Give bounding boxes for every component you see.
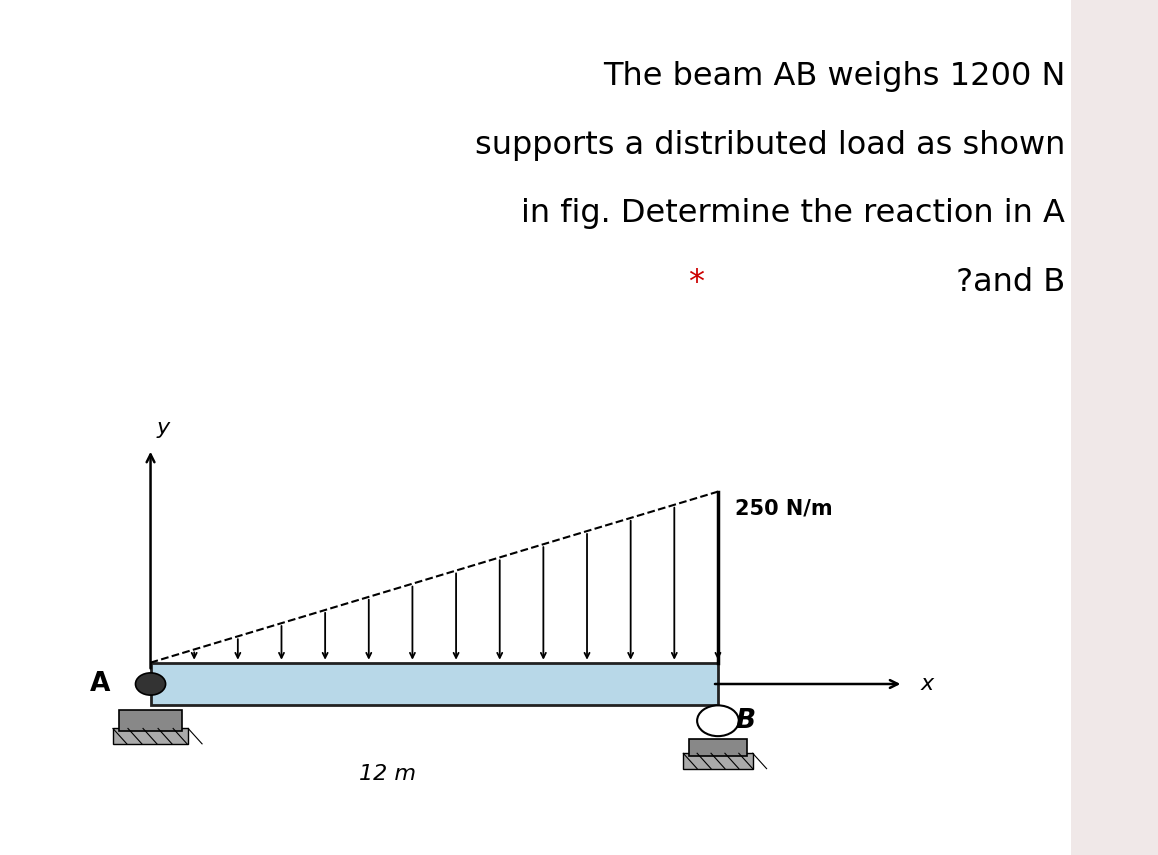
Bar [151,663,718,705]
Text: The beam AB weighs 1200 N: The beam AB weighs 1200 N [603,62,1065,92]
Text: 250 N/m: 250 N/m [735,498,833,519]
Text: B: B [735,708,755,734]
Text: ?and B: ?and B [946,267,1065,298]
Bar [113,728,188,744]
Text: 12 m: 12 m [359,764,417,784]
Text: A: A [89,671,110,697]
Bar [119,710,182,731]
Text: y: y [156,417,169,438]
Text: x: x [921,674,933,694]
Text: in fig. Determine the reaction in A: in fig. Determine the reaction in A [521,198,1065,229]
Circle shape [135,673,166,695]
Bar [689,739,747,756]
Bar [683,753,753,769]
Text: supports a distributed load as shown: supports a distributed load as shown [475,130,1065,161]
Circle shape [697,705,739,736]
Text: *: * [688,267,704,298]
